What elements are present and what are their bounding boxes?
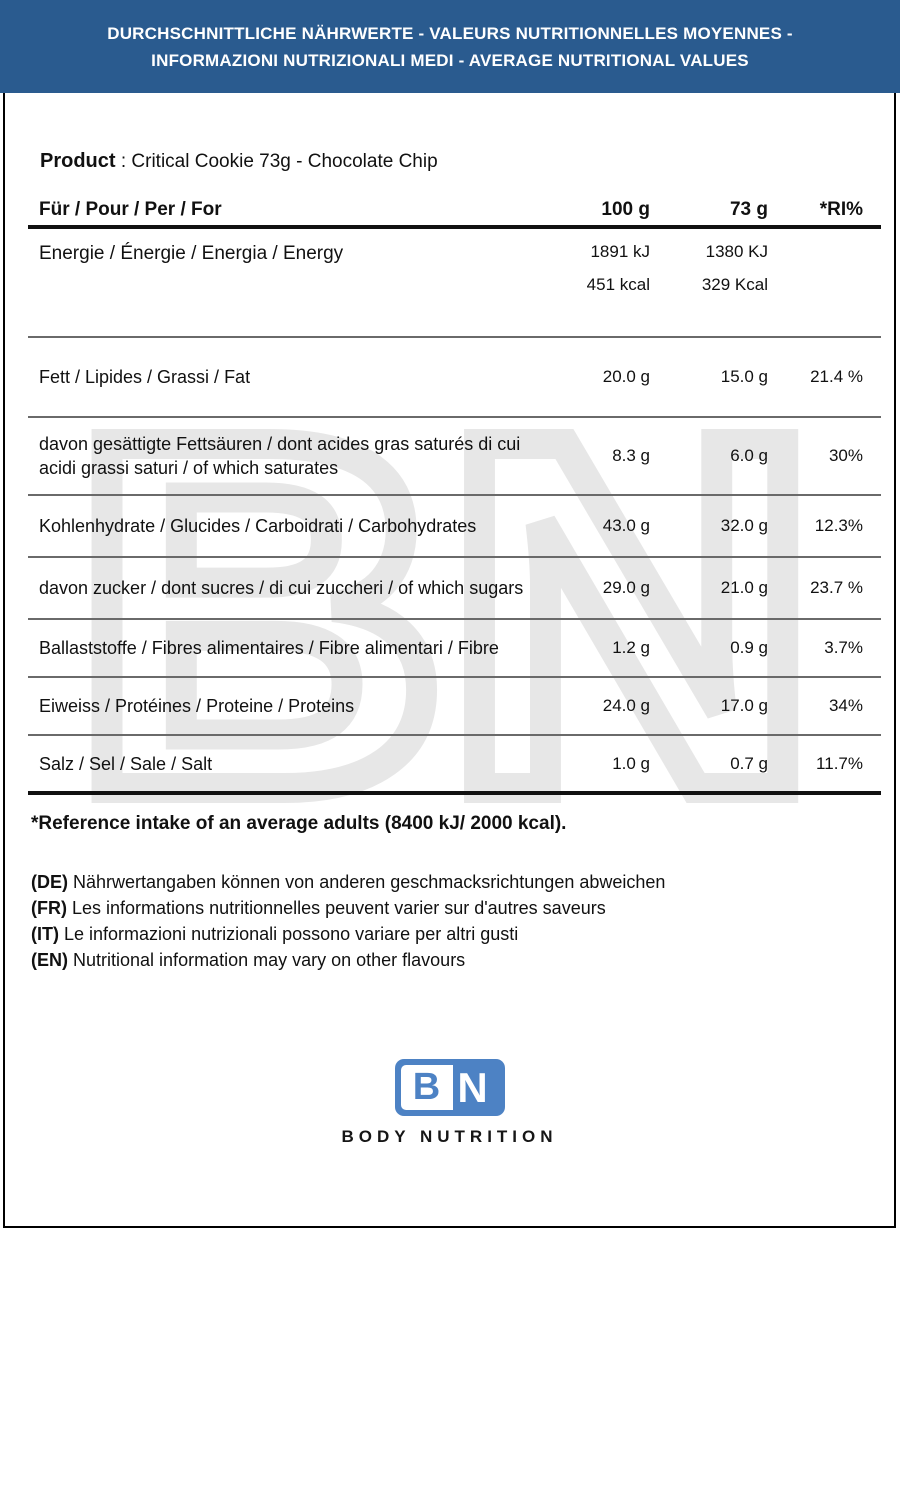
- energy-kj-73g: 1380 KJ: [705, 242, 768, 261]
- label-content: Product : Critical Cookie 73g - Chocolat…: [5, 148, 894, 1147]
- value-ri: 3.7%: [824, 638, 863, 657]
- header-cell-100g: 100 g: [601, 199, 650, 220]
- brand-logo: B N BODY NUTRITION: [5, 1059, 894, 1147]
- header-cell-73g: 73 g: [729, 199, 768, 220]
- product-name: Critical Cookie 73g - Chocolate Chip: [131, 151, 438, 172]
- table-row-saturates: davon gesättigte Fettsäuren / dont acide…: [28, 418, 881, 496]
- logo-monogram-n: N: [457, 1063, 488, 1111]
- value-100g: 24.0 g: [602, 696, 650, 715]
- note-fr: (FR) Les informations nutritionnelles pe…: [31, 895, 894, 921]
- header-cell-ri: *RI%: [819, 199, 863, 220]
- table-row-salt: Salz / Sel / Sale / Salt 1.0 g 0.7 g 11.…: [28, 736, 881, 795]
- value-100g: 20.0 g: [602, 367, 650, 386]
- value-73g: 0.9 g: [730, 638, 768, 657]
- table-row-proteins: Eiweiss / Protéines / Proteine / Protein…: [28, 678, 881, 736]
- energy-kcal-73g: 329 Kcal: [701, 275, 768, 294]
- flavour-notes: (DE) Nährwertangaben können von anderen …: [31, 869, 894, 973]
- value-ri: 11.7%: [816, 753, 863, 773]
- table-row-fibre: Ballaststoffe / Fibres alimentaires / Fi…: [28, 620, 881, 678]
- note-fr-text: Les informations nutritionnelles peuvent…: [72, 898, 606, 918]
- value-73g: 6.0 g: [730, 446, 768, 465]
- energy-kj-100g: 1891 kJ: [590, 242, 650, 261]
- banner-line-2: INFORMAZIONI NUTRIZIONALI MEDI - AVERAGE…: [151, 51, 749, 70]
- note-en-text: Nutritional information may vary on othe…: [73, 950, 466, 970]
- note-de: (DE) Nährwertangaben können von anderen …: [31, 869, 894, 895]
- brand-name: BODY NUTRITION: [341, 1127, 558, 1146]
- content-frame: BN Product : Critical Cookie 73g - Choco…: [3, 93, 896, 1228]
- row-label: Kohlenhydrate / Glucides / Carboidrati /…: [39, 516, 477, 536]
- value-100g: 43.0 g: [602, 516, 650, 535]
- row-label: davon zucker / dont sucres / di cui zucc…: [39, 578, 524, 598]
- value-100g: 1.0 g: [612, 753, 650, 773]
- value-100g: 1.2 g: [612, 638, 650, 657]
- table-row-sugars: davon zucker / dont sucres / di cui zucc…: [28, 558, 881, 620]
- table-row-energy: Energie / Énergie / Energia / Energy 189…: [28, 229, 881, 338]
- banner-line-1: DURCHSCHNITTLICHE NÄHRWERTE - VALEURS NU…: [107, 24, 793, 43]
- value-ri: 23.7 %: [810, 578, 863, 597]
- value-ri: 21.4 %: [810, 367, 863, 386]
- note-it-text: Le informazioni nutrizionali possono var…: [64, 924, 519, 944]
- row-label: Ballaststoffe / Fibres alimentaires / Fi…: [39, 638, 499, 658]
- row-label: davon gesättigte Fettsäuren / dont acide…: [39, 434, 521, 478]
- header-banner: DURCHSCHNITTLICHE NÄHRWERTE - VALEURS NU…: [0, 0, 900, 93]
- note-fr-lang: (FR): [31, 898, 67, 918]
- note-en-lang: (EN): [31, 950, 68, 970]
- value-100g: 29.0 g: [602, 578, 650, 597]
- value-ri: 30%: [828, 446, 863, 465]
- product-label: Product: [40, 150, 116, 172]
- note-en: (EN) Nutritional information may vary on…: [31, 947, 894, 973]
- note-de-lang: (DE): [31, 872, 68, 892]
- value-73g: 32.0 g: [720, 516, 768, 535]
- row-label: Fett / Lipides / Grassi / Fat: [39, 367, 251, 387]
- table-row-fat: Fett / Lipides / Grassi / Fat 20.0 g 15.…: [28, 338, 881, 418]
- product-colon: :: [120, 151, 127, 172]
- bn-logo-icon: B N: [394, 1059, 505, 1116]
- value-ri: 34%: [828, 696, 863, 715]
- value-73g: 17.0 g: [720, 696, 768, 715]
- product-line: Product : Critical Cookie 73g - Chocolat…: [40, 148, 894, 175]
- header-cell-serving: Für / Pour / Per / For: [39, 199, 222, 220]
- nutrition-table: Für / Pour / Per / For 100 g 73 g *RI% E…: [28, 195, 881, 795]
- logo-monogram-b: B: [400, 1065, 453, 1110]
- row-label: Salz / Sel / Sale / Salt: [39, 753, 213, 774]
- note-it-lang: (IT): [31, 924, 59, 944]
- table-header-row: Für / Pour / Per / For 100 g 73 g *RI%: [28, 195, 881, 229]
- value-73g: 15.0 g: [720, 367, 768, 386]
- note-de-text: Nährwertangaben können von anderen gesch…: [73, 872, 666, 892]
- energy-kcal-100g: 451 kcal: [586, 275, 650, 294]
- table-row-carbohydrates: Kohlenhydrate / Glucides / Carboidrati /…: [28, 496, 881, 558]
- note-it: (IT) Le informazioni nutrizionali posson…: [31, 921, 894, 947]
- reference-note: *Reference intake of an average adults (…: [31, 813, 567, 834]
- row-label: Eiweiss / Protéines / Proteine / Protein…: [39, 696, 355, 716]
- row-label: Energie / Énergie / Energia / Energy: [39, 243, 344, 264]
- value-73g: 21.0 g: [720, 578, 768, 597]
- value-100g: 1891 kJ 451 kcal: [525, 242, 650, 295]
- value-ri: 12.3%: [814, 516, 863, 535]
- value-73g: 1380 KJ 329 Kcal: [650, 242, 768, 295]
- value-73g: 0.7 g: [730, 753, 768, 773]
- value-100g: 8.3 g: [612, 446, 650, 465]
